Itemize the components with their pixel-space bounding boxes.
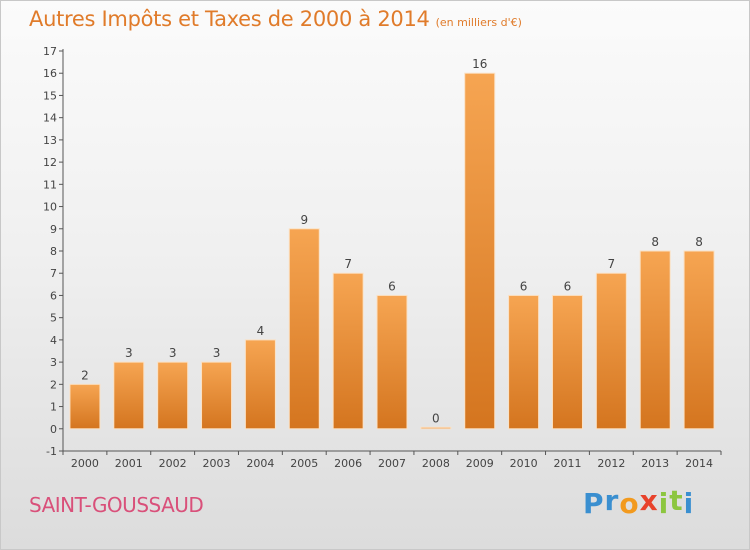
bar-chart: -101234567891011121314151617220003200132… [43, 45, 722, 470]
bar [244, 339, 276, 430]
x-tick-label: 2012 [597, 457, 625, 470]
y-tick-label: 15 [43, 89, 57, 102]
bar-value-label: 4 [257, 324, 265, 338]
bar [595, 272, 627, 430]
bar-value-label: 6 [520, 279, 528, 293]
chart-title-text: Autres Impôts et Taxes de 2000 à 2014 [29, 7, 430, 31]
bar [420, 426, 452, 430]
bar [69, 383, 101, 430]
logo-letter: t [669, 484, 684, 517]
y-tick-label: 2 [50, 378, 57, 391]
y-tick-label: 14 [43, 112, 57, 125]
x-tick-label: 2002 [159, 457, 187, 470]
logo-letter: x [639, 484, 659, 517]
bar [551, 294, 583, 430]
logo-letter: o [619, 487, 640, 520]
chart-title: Autres Impôts et Taxes de 2000 à 2014 (en… [29, 7, 522, 31]
x-tick-label: 2005 [290, 457, 318, 470]
y-tick-label: 12 [43, 156, 57, 169]
x-tick-label: 2010 [510, 457, 538, 470]
x-tick-label: 2004 [246, 457, 274, 470]
bar [157, 361, 189, 430]
bar-value-label: 0 [432, 411, 440, 425]
bar [508, 294, 540, 430]
y-tick-label: 17 [43, 45, 57, 58]
y-tick-label: 9 [50, 223, 57, 236]
bar-value-label: 7 [608, 257, 616, 271]
y-tick-label: 7 [50, 267, 57, 280]
x-tick-label: 2011 [553, 457, 581, 470]
bar-value-label: 3 [169, 346, 177, 360]
x-tick-label: 2003 [203, 457, 231, 470]
y-tick-label: 4 [50, 334, 57, 347]
x-tick-label: 2014 [685, 457, 713, 470]
bar-value-label: 8 [695, 235, 703, 249]
bar-value-label: 6 [564, 279, 572, 293]
chart-subtitle: (en milliers d'€) [435, 16, 522, 29]
x-tick-label: 2000 [71, 457, 99, 470]
y-tick-label: 5 [50, 312, 57, 325]
y-tick-label: 10 [43, 201, 57, 214]
x-tick-label: 2001 [115, 457, 143, 470]
y-tick-label: 11 [43, 178, 57, 191]
bar-value-label: 3 [125, 346, 133, 360]
x-tick-label: 2008 [422, 457, 450, 470]
x-tick-label: 2007 [378, 457, 406, 470]
logo-letter: P [583, 487, 605, 520]
x-tick-label: 2013 [641, 457, 669, 470]
commune-name: SAINT-GOUSSAUD [29, 493, 204, 517]
bar-value-label: 8 [651, 235, 659, 249]
proxiti-logo[interactable]: Proxiti [583, 484, 695, 520]
bar-value-label: 9 [300, 213, 308, 227]
y-tick-label: 8 [50, 245, 57, 258]
bar-value-label: 3 [213, 346, 221, 360]
logo-letter: i [658, 487, 670, 520]
bar [113, 361, 145, 430]
y-tick-label: 13 [43, 134, 57, 147]
x-tick-label: 2006 [334, 457, 362, 470]
bar [376, 294, 408, 430]
bar [639, 250, 671, 430]
y-tick-label: 16 [43, 67, 57, 80]
y-tick-label: 6 [50, 289, 57, 302]
logo-letter: i [683, 487, 695, 520]
y-tick-label: 0 [50, 423, 57, 436]
bar [683, 250, 715, 430]
bar-value-label: 2 [81, 368, 89, 382]
y-tick-label: 3 [50, 356, 57, 369]
bar-value-label: 16 [472, 57, 487, 71]
bar [332, 272, 364, 430]
bar-value-label: 7 [344, 257, 352, 271]
bar-value-label: 6 [388, 279, 396, 293]
logo-letter: r [604, 484, 620, 517]
y-tick-label: 1 [50, 401, 57, 414]
x-tick-label: 2009 [466, 457, 494, 470]
y-tick-label: -1 [46, 445, 57, 458]
bar [201, 361, 233, 430]
bar [464, 72, 496, 430]
bar [288, 228, 320, 430]
